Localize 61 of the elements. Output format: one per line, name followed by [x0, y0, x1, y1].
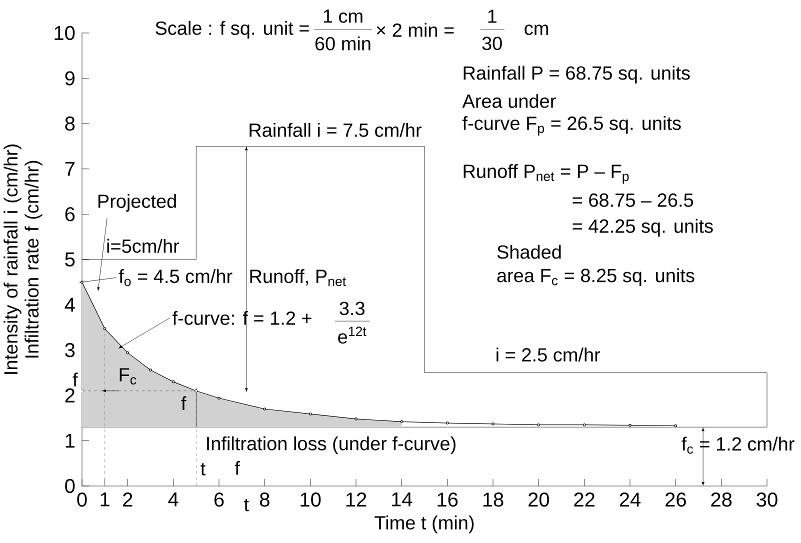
annotation: area F$_{c}$ = 8.25 sq. units [497, 268, 694, 286]
annotation: Projected [98, 194, 176, 212]
annotation: f$_{c}$ = 1.2 cm/hr [682, 436, 794, 454]
x-tick-label: 2 [123, 492, 132, 506]
x-tick-label: 24 [620, 492, 641, 506]
x-tick-label: 12 [346, 492, 366, 506]
annotation: f-curve F$_{p}$ = 26.5 sq. units [462, 116, 681, 136]
annotation: = 68.75 – 26.5 [572, 193, 694, 207]
y-tick-label: 7 [65, 162, 74, 176]
annotation: i=5cm/hr [107, 238, 180, 253]
annotation: 3.3 [340, 302, 364, 316]
x-tick-label: 1 [100, 492, 110, 506]
y-tick-label: 9 [65, 71, 75, 86]
annotation: Scale : f sq. unit = [156, 20, 309, 39]
x-tick-label: 26 [666, 492, 686, 507]
x-tick-label: 4 [168, 492, 178, 506]
y-tick-label: 5 [65, 252, 75, 266]
y-tick-label: 0 [65, 478, 75, 494]
annotation: i = 2.5 cm/hr [496, 348, 600, 362]
annotation: f [234, 461, 240, 475]
text: 1 cm [324, 10, 362, 23]
x-tick-label: 16 [438, 492, 458, 507]
x-tick-label: 18 [483, 492, 504, 507]
x-tick-label: 22 [574, 492, 594, 506]
x-tick-label: 0 [77, 492, 87, 507]
annotation: Runoff P$_{net}$ = P – F$_{p}$ [464, 164, 629, 184]
x-tick-label: 20 [528, 492, 550, 507]
text: 1 [488, 10, 496, 23]
x-tick-label: 10 [300, 492, 321, 507]
y-tick-label: 2 [65, 388, 74, 402]
y-tick-label: 1 [66, 434, 74, 448]
y-tick-label: 10 [54, 26, 75, 40]
annotation: Area under [462, 94, 556, 108]
x-tick-label: 28 [711, 492, 732, 507]
annotation: t [200, 463, 206, 476]
annotation: × 2 min = [376, 22, 454, 37]
y-axis-title: Intensity of rainfall i (cm/hr) Infiltration rate f (cm/hr) [4, 144, 42, 374]
text: t [244, 498, 249, 512]
text: f [72, 372, 78, 386]
annotation: e$^{12t}$ [338, 326, 366, 344]
annotation: Shaded [497, 244, 561, 259]
annotation: f$_{o}$ = 4.5 cm/hr [118, 269, 232, 286]
annotation: = 42.25 sq. units [572, 218, 713, 237]
y-tick-label: 8 [65, 116, 75, 131]
annotation: Rainfall i = 7.5 cm/hr [250, 122, 422, 137]
annotation: Rainfall P = 68.75 sq. units [464, 66, 690, 84]
annotation: 30 [482, 36, 502, 50]
y-tick-label: 6 [65, 207, 75, 222]
annotation: Runoff, P$_{net}$ [250, 269, 346, 286]
y-tick-label: 3 [65, 343, 75, 358]
x-axis-title: Time t (min) [374, 516, 474, 534]
x-tick-label: 8 [260, 492, 270, 507]
x-tick-label: 6 [214, 492, 224, 507]
annotation: F$_{c}$ [120, 368, 136, 385]
annotation: cm [524, 24, 548, 36]
annotation: 60 min [315, 36, 370, 50]
annotation: Infiltration loss (under f-curve) [207, 436, 456, 454]
x-tick-label: 14 [392, 492, 412, 506]
annotation: f [181, 396, 186, 410]
y-tick-label: 4 [64, 298, 75, 312]
x-tick-label: 30 [756, 492, 778, 507]
